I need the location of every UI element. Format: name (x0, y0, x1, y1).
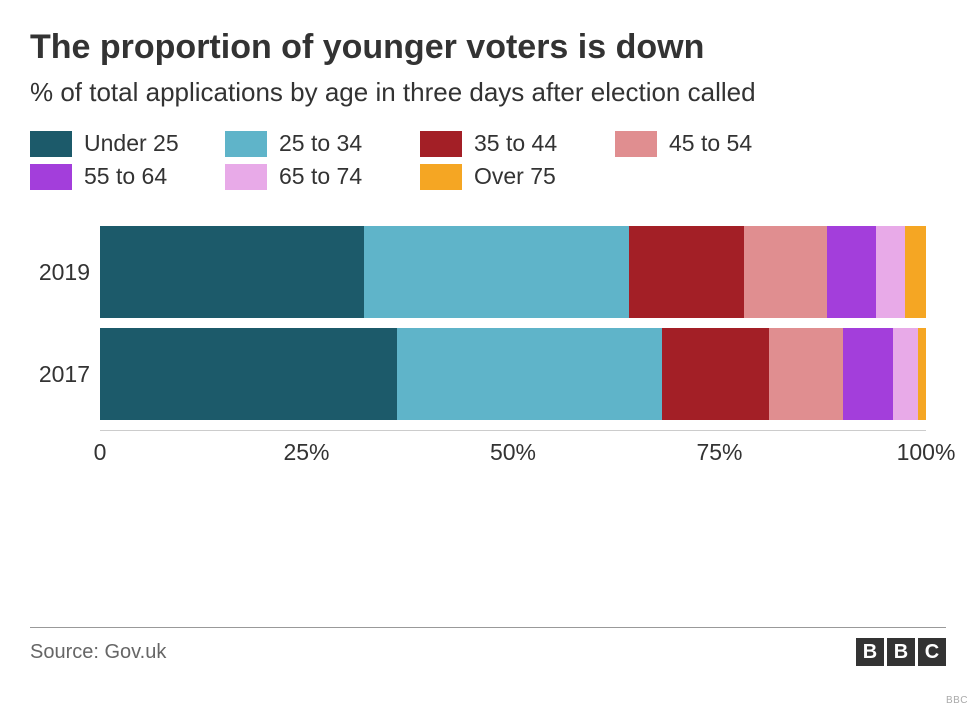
source-text: Source: Gov.uk (30, 641, 166, 664)
bar-segment (397, 328, 661, 420)
bar-segment (364, 226, 628, 318)
legend-item: 65 to 74 (225, 163, 420, 190)
bbc-logo-box: B (887, 638, 915, 666)
legend-item: Under 25 (30, 130, 225, 157)
legend-item: 45 to 54 (615, 130, 810, 157)
image-credit: BBC (946, 695, 968, 706)
legend-swatch (225, 164, 267, 190)
bar-segment (876, 226, 905, 318)
x-tick-label: 0 (94, 439, 107, 466)
legend-label: 65 to 74 (279, 163, 362, 190)
x-axis: 025%50%75%100% (100, 439, 926, 479)
legend-label: 25 to 34 (279, 130, 362, 157)
x-tick-label: 75% (696, 439, 742, 466)
chart-subtitle: % of total applications by age in three … (30, 77, 946, 108)
bar-segment (893, 328, 918, 420)
stacked-bar (100, 226, 926, 318)
legend-label: 45 to 54 (669, 130, 752, 157)
bar-segment (769, 328, 843, 420)
legend-swatch (615, 131, 657, 157)
legend-swatch (30, 131, 72, 157)
bar-segment (100, 226, 364, 318)
bbc-logo-box: C (918, 638, 946, 666)
chart-title: The proportion of younger voters is down (30, 28, 946, 67)
legend: Under 25 25 to 34 35 to 44 45 to 54 55 to 64… (30, 130, 810, 190)
legend-item: 35 to 44 (420, 130, 615, 157)
stacked-bar (100, 328, 926, 420)
bar-segment (662, 328, 769, 420)
bar-row: 2019 (100, 226, 926, 318)
bar-segment (905, 226, 926, 318)
bbc-logo-box: B (856, 638, 884, 666)
bar-segment (918, 328, 926, 420)
chart-container: The proportion of younger voters is down… (0, 0, 976, 710)
y-axis-label: 2019 (30, 259, 90, 286)
bar-row: 2017 (100, 328, 926, 420)
legend-label: 55 to 64 (84, 163, 167, 190)
bar-segment (827, 226, 877, 318)
bbc-logo: BBC (856, 638, 946, 666)
x-baseline (100, 430, 926, 431)
x-tick-label: 100% (897, 439, 956, 466)
bar-segment (744, 226, 827, 318)
legend-label: Under 25 (84, 130, 179, 157)
y-axis-label: 2017 (30, 361, 90, 388)
x-tick-label: 50% (490, 439, 536, 466)
legend-swatch (420, 131, 462, 157)
bars-area: 20192017 025%50%75%100% (100, 226, 926, 479)
legend-item: 55 to 64 (30, 163, 225, 190)
legend-swatch (420, 164, 462, 190)
bar-segment (843, 328, 893, 420)
bar-segment (629, 226, 745, 318)
legend-item: 25 to 34 (225, 130, 420, 157)
legend-label: 35 to 44 (474, 130, 557, 157)
legend-swatch (225, 131, 267, 157)
bar-segment (100, 328, 397, 420)
bars-holder: 2019 2017 (100, 226, 926, 420)
legend-swatch (30, 164, 72, 190)
legend-label: Over 75 (474, 163, 556, 190)
legend-item: Over 75 (420, 163, 615, 190)
x-tick-label: 25% (283, 439, 329, 466)
chart-footer: Source: Gov.uk BBC (30, 627, 946, 666)
